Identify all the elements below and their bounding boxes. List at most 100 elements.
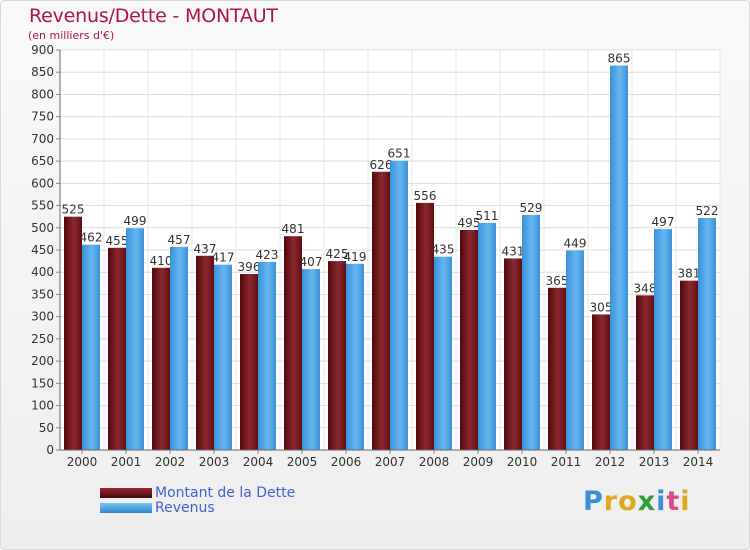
bar-revenus bbox=[390, 160, 408, 450]
data-label: 626 bbox=[370, 158, 393, 172]
data-label: 423 bbox=[256, 248, 279, 262]
bar-revenus bbox=[566, 250, 584, 450]
bar-dette bbox=[108, 247, 126, 450]
x-tick-label: 2007 bbox=[375, 455, 406, 469]
y-tick-label: 900 bbox=[31, 43, 54, 57]
x-tick-label: 2013 bbox=[639, 455, 670, 469]
y-tick-label: 650 bbox=[31, 154, 54, 168]
bar-dette bbox=[284, 236, 302, 450]
legend-swatch-dette bbox=[100, 488, 152, 498]
x-tick-label: 2005 bbox=[287, 455, 318, 469]
y-tick-label: 300 bbox=[31, 310, 54, 324]
x-tick-label: 2012 bbox=[595, 455, 626, 469]
bar-dette bbox=[636, 295, 654, 450]
y-tick-label: 800 bbox=[31, 87, 54, 101]
y-tick-label: 600 bbox=[31, 176, 54, 190]
data-label: 462 bbox=[80, 231, 103, 245]
y-tick-label: 50 bbox=[39, 421, 54, 435]
y-tick-label: 750 bbox=[31, 110, 54, 124]
legend-swatch-revenus bbox=[100, 503, 152, 513]
y-tick-label: 450 bbox=[31, 243, 54, 257]
logo-letter: i bbox=[680, 486, 691, 517]
x-tick-label: 2010 bbox=[507, 455, 538, 469]
data-label: 407 bbox=[300, 255, 323, 269]
x-tick-label: 2001 bbox=[111, 455, 142, 469]
data-label: 396 bbox=[238, 260, 261, 274]
data-label: 455 bbox=[106, 234, 129, 248]
y-tick-label: 400 bbox=[31, 265, 54, 279]
data-label: 305 bbox=[590, 300, 613, 314]
bar-revenus bbox=[654, 229, 672, 450]
legend-label-dette: Montant de la Dette bbox=[155, 485, 296, 501]
bar-dette bbox=[372, 171, 390, 450]
data-label: 522 bbox=[696, 204, 719, 218]
logo-letter: i bbox=[656, 486, 667, 517]
data-label: 481 bbox=[282, 222, 305, 236]
logo-letter: P bbox=[583, 486, 604, 517]
bar-dette bbox=[152, 267, 170, 450]
y-tick-label: 150 bbox=[31, 376, 54, 390]
x-tick-label: 2008 bbox=[419, 455, 450, 469]
y-tick-label: 700 bbox=[31, 132, 54, 146]
data-label: 495 bbox=[458, 216, 481, 230]
data-label: 499 bbox=[124, 214, 147, 228]
bar-revenus bbox=[346, 263, 364, 450]
chart-subtitle: (en milliers d'€) bbox=[28, 29, 115, 42]
x-tick-label: 2003 bbox=[199, 455, 230, 469]
data-label: 449 bbox=[564, 236, 587, 250]
bar-revenus bbox=[82, 244, 100, 450]
bar-revenus bbox=[302, 269, 320, 450]
x-tick-label: 2006 bbox=[331, 455, 362, 469]
y-tick-label: 100 bbox=[31, 399, 54, 413]
data-label: 419 bbox=[344, 250, 367, 264]
y-tick-label: 0 bbox=[46, 443, 54, 457]
y-tick-label: 550 bbox=[31, 199, 54, 213]
bar-dette bbox=[592, 314, 610, 450]
y-tick-label: 350 bbox=[31, 287, 54, 301]
data-label: 348 bbox=[634, 281, 657, 295]
y-tick-label: 200 bbox=[31, 354, 54, 368]
data-label: 497 bbox=[652, 215, 675, 229]
data-label: 365 bbox=[546, 274, 569, 288]
bar-dette bbox=[240, 274, 258, 450]
proxiti-logo: Proxiti bbox=[583, 486, 691, 517]
bar-revenus bbox=[478, 222, 496, 450]
data-label: 431 bbox=[502, 244, 525, 258]
bar-dette bbox=[416, 202, 434, 450]
bar-dette bbox=[504, 258, 522, 450]
data-label: 437 bbox=[194, 242, 217, 256]
data-label: 435 bbox=[432, 243, 455, 257]
x-tick-label: 2004 bbox=[243, 455, 274, 469]
bar-revenus bbox=[170, 246, 188, 450]
data-label: 525 bbox=[62, 203, 85, 217]
data-label: 417 bbox=[212, 251, 235, 265]
x-tick-label: 2014 bbox=[683, 455, 714, 469]
data-label: 457 bbox=[168, 233, 191, 247]
y-tick-label: 850 bbox=[31, 65, 54, 79]
bar-revenus bbox=[698, 218, 716, 450]
x-tick-label: 2011 bbox=[551, 455, 582, 469]
y-tick-label: 500 bbox=[31, 221, 54, 235]
logo-letter: r bbox=[603, 486, 619, 517]
bar-revenus bbox=[258, 262, 276, 450]
data-label: 651 bbox=[388, 147, 411, 161]
bar-dette bbox=[548, 287, 566, 450]
legend-label-revenus: Revenus bbox=[155, 500, 215, 516]
data-label: 425 bbox=[326, 247, 349, 261]
data-label: 865 bbox=[608, 52, 631, 66]
data-label: 556 bbox=[414, 189, 437, 203]
logo-letter: o bbox=[618, 486, 638, 517]
bar-revenus bbox=[126, 228, 144, 450]
data-label: 381 bbox=[678, 267, 701, 281]
bar-dette bbox=[328, 261, 346, 450]
data-label: 511 bbox=[476, 209, 499, 223]
bar-dette bbox=[680, 280, 698, 450]
x-tick-label: 2009 bbox=[463, 455, 494, 469]
chart-title: Revenus/Dette - MONTAUT bbox=[29, 5, 278, 27]
bar-revenus bbox=[434, 256, 452, 450]
data-label: 529 bbox=[520, 201, 543, 215]
x-tick-label: 2000 bbox=[67, 455, 98, 469]
bar-revenus bbox=[214, 264, 232, 450]
bar-revenus bbox=[522, 214, 540, 450]
